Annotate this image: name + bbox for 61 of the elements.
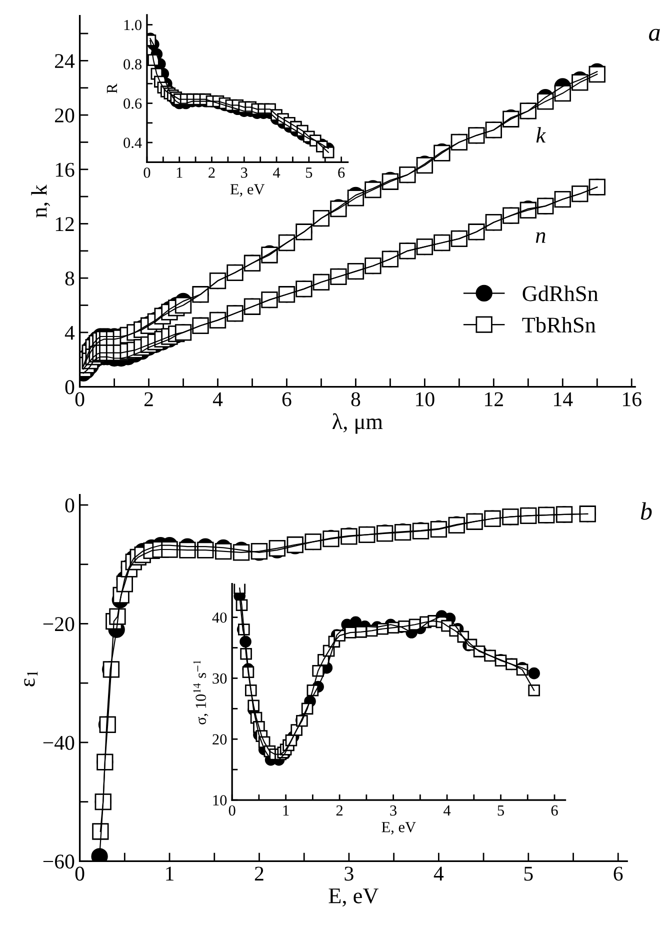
x-axis-title: E, eV <box>328 888 378 907</box>
x-tick-label: 3 <box>344 866 354 881</box>
x-tick-label: 5 <box>306 168 312 178</box>
y-tick-label: 4 <box>64 326 75 340</box>
y-axis-title: R <box>106 83 117 94</box>
x-tick-label: 2 <box>144 392 153 406</box>
annotation: n <box>536 232 546 243</box>
y-tick-label: 20 <box>212 734 227 745</box>
x-tick-label: 6 <box>282 392 292 406</box>
x-tick-label: 0 <box>75 392 84 406</box>
y-tick-label: 12 <box>56 217 74 231</box>
y-tick-label: 0.8 <box>124 59 142 70</box>
x-tick-label: 8 <box>351 392 360 406</box>
x-tick-label: 3 <box>241 168 248 178</box>
y-axis-title: n, k <box>31 184 50 218</box>
x-tick-label: 0 <box>75 866 84 881</box>
x-tick-label: 2 <box>336 805 343 816</box>
y-tick-label: 30 <box>212 673 227 684</box>
x-axis-title: E, eV <box>230 184 265 197</box>
x-tick-label: 0 <box>228 805 236 816</box>
x-tick-label: 2 <box>254 866 264 880</box>
y-tick-label: 8 <box>65 271 74 286</box>
y-tick-label: 20 <box>55 108 74 122</box>
y-axis-title: σ, 10$^{14}$ s$^{−1}$ <box>193 660 208 724</box>
x-tick-label: 3 <box>390 805 397 816</box>
x-tick-label: 4 <box>444 805 451 816</box>
x-tick-label: 4 <box>273 168 280 178</box>
y-tick-label: 0 <box>65 498 74 512</box>
x-axis-title: E, eV <box>382 822 416 834</box>
y-tick-label: −40 <box>43 736 74 750</box>
x-tick-label: 0 <box>144 167 150 178</box>
x-tick-label: 16 <box>623 392 642 406</box>
y-tick-label: 1.0 <box>124 20 142 30</box>
annotation: k <box>536 127 546 143</box>
x-tick-label: 2 <box>208 168 215 178</box>
y-tick-label: −20 <box>43 617 74 632</box>
y-tick-label: 24 <box>55 54 75 68</box>
x-tick-label: 1 <box>166 866 174 880</box>
y-tick-label: 0.4 <box>124 138 142 148</box>
y-tick-label: 0.6 <box>124 98 142 109</box>
x-tick-label: 5 <box>498 805 504 816</box>
y-axis-title: ε$_{1}$ <box>24 671 38 686</box>
x-tick-label: 12 <box>485 392 503 406</box>
x-tick-label: 14 <box>554 392 573 406</box>
x-tick-label: 6 <box>338 168 345 178</box>
y-tick-label: 10 <box>213 795 227 806</box>
text: a <box>649 28 660 41</box>
x-tick-label: 4 <box>434 866 444 880</box>
x-tick-label: 1 <box>176 168 182 178</box>
y-tick-label: 0 <box>65 380 74 394</box>
legend-label: GdRhSn <box>522 286 598 302</box>
x-tick-label: 5 <box>524 866 533 881</box>
x-tick-label: 1 <box>283 805 289 816</box>
x-tick-label: 6 <box>614 866 623 881</box>
y-tick-label: 40 <box>212 612 227 623</box>
y-tick-label: −60 <box>43 854 74 869</box>
x-tick-label: 6 <box>551 805 558 816</box>
text: b <box>640 502 652 520</box>
x-axis-title: λ, μm <box>332 413 383 434</box>
legend-label: TbRhSn <box>522 316 596 333</box>
x-tick-label: 10 <box>416 392 434 406</box>
